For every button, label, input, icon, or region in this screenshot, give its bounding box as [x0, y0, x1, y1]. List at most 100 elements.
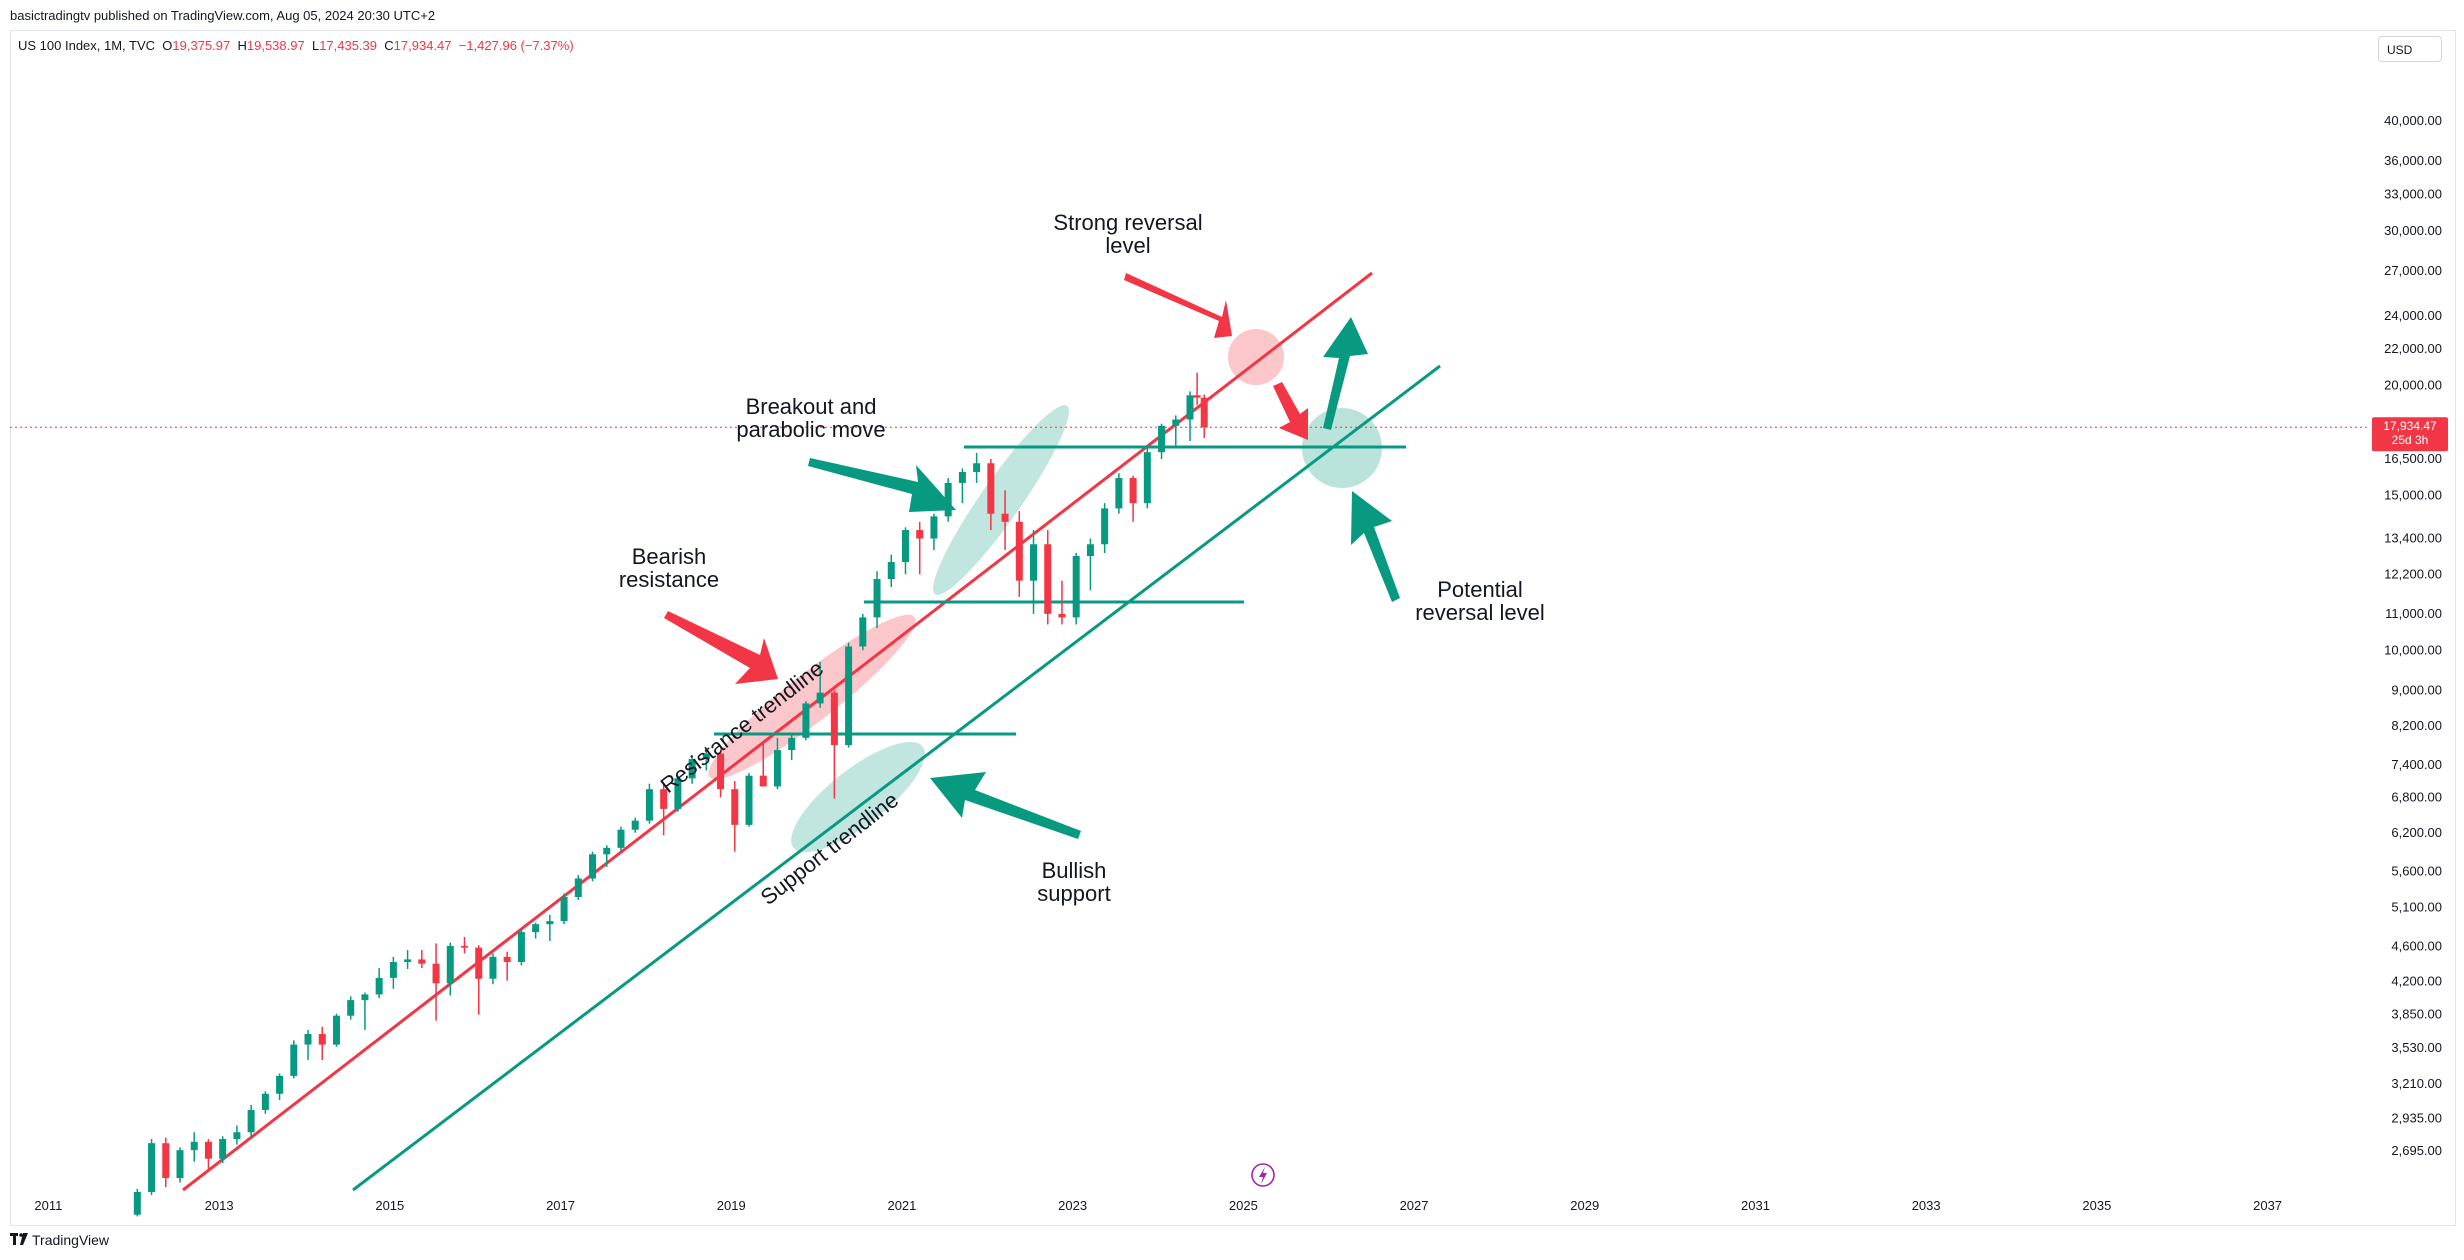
candle-body[interactable] [133, 1191, 141, 1215]
candle-body[interactable] [247, 1109, 255, 1133]
candle-body[interactable] [589, 854, 597, 879]
candle-body[interactable] [944, 482, 952, 517]
candle-body[interactable] [873, 579, 881, 618]
candle-body[interactable] [204, 1141, 212, 1159]
candle-body[interactable] [489, 956, 497, 979]
currency-selector[interactable]: USD [2378, 36, 2442, 62]
candle-body[interactable] [717, 753, 725, 790]
candle-body[interactable] [1193, 395, 1201, 398]
candle-body[interactable] [332, 1015, 340, 1045]
symbol-info[interactable]: US 100 Index, 1M, TVC [18, 38, 156, 53]
arrow-bearish-resistance[interactable] [664, 611, 778, 684]
resistance-highlight-ellipse[interactable] [695, 598, 929, 796]
candle-body[interactable] [887, 562, 895, 580]
time-tick-label: 2019 [717, 1198, 746, 1213]
candle-body[interactable] [1086, 544, 1094, 557]
support-trendline[interactable] [352, 364, 1441, 1192]
candle-body[interactable] [930, 516, 938, 539]
arrow-breakout[interactable] [808, 458, 956, 512]
breakout-highlight-ellipse[interactable] [919, 394, 1084, 605]
candle-body[interactable] [631, 820, 639, 830]
candle-body[interactable] [1001, 513, 1009, 522]
footer-brand[interactable]: TradingView [32, 1232, 110, 1248]
arrow-down-small[interactable] [1273, 382, 1308, 440]
arrow-potential-reversal[interactable] [1351, 491, 1400, 602]
candle-body[interactable] [190, 1141, 198, 1151]
candle-body[interactable] [859, 617, 867, 647]
candle-body[interactable] [845, 646, 853, 746]
candle-body[interactable] [375, 977, 383, 995]
candle-body[interactable] [461, 945, 469, 948]
candle-body[interactable] [830, 692, 838, 746]
candle-body[interactable] [645, 789, 653, 821]
strong-reversal-circle[interactable] [1228, 329, 1284, 385]
candle-body[interactable] [816, 692, 824, 704]
candle-body[interactable] [304, 1034, 312, 1045]
candle-body[interactable] [745, 775, 753, 825]
candle-body[interactable] [1143, 452, 1151, 504]
candle-body[interactable] [1030, 544, 1038, 581]
candle-body[interactable] [603, 847, 611, 855]
arrow-bullish-support[interactable] [930, 772, 1081, 839]
candle-body[interactable] [347, 1000, 355, 1016]
candle-body[interactable] [617, 829, 625, 848]
arrow-up-target[interactable] [1323, 317, 1368, 430]
candle-body[interactable] [290, 1044, 298, 1076]
candle-body[interactable] [731, 789, 739, 825]
candle-body[interactable] [503, 956, 511, 962]
time-axis[interactable]: 2011 2013 2015 2017 2019 2021 2023 2025 2027 2029… [34, 1198, 2282, 1213]
candle-body[interactable] [802, 703, 810, 738]
candle-body[interactable] [475, 947, 483, 979]
candle-body[interactable] [176, 1150, 184, 1179]
candle-body[interactable] [1186, 395, 1194, 420]
tradingview-logo-icon[interactable] [10, 1232, 28, 1248]
candle-body[interactable] [1200, 397, 1208, 428]
candle-body[interactable] [1158, 425, 1166, 453]
support-highlight-ellipse[interactable] [776, 724, 940, 869]
lightning-button[interactable] [1251, 1163, 1275, 1187]
candle-body[interactable] [546, 921, 554, 925]
candle-body[interactable] [1015, 521, 1023, 581]
candle-body[interactable] [958, 472, 966, 483]
candle-body[interactable] [987, 463, 995, 514]
candle-body[interactable] [759, 775, 767, 787]
candle-body[interactable] [276, 1075, 284, 1094]
arrow-strong-reversal[interactable] [1124, 273, 1232, 338]
candle-body[interactable] [418, 959, 426, 964]
candle-body[interactable] [560, 897, 568, 922]
price-axis[interactable]: 40,000.00 36,000.00 33,000.00 30,000.00 27,0… [2384, 113, 2442, 1158]
candle-body[interactable] [233, 1132, 241, 1140]
candle-body[interactable] [674, 778, 682, 809]
candle-body[interactable] [404, 959, 412, 962]
candle-body[interactable] [261, 1093, 269, 1110]
candle-body[interactable] [1129, 478, 1137, 504]
candle-body[interactable] [773, 750, 781, 787]
candle-body[interactable] [688, 759, 696, 779]
candle-body[interactable] [916, 530, 924, 539]
candle-body[interactable] [148, 1143, 156, 1192]
candle-body[interactable] [446, 945, 454, 984]
candle-body[interactable] [1115, 478, 1123, 509]
candle-body[interactable] [1044, 544, 1052, 614]
candle-body[interactable] [432, 963, 440, 984]
candle-body[interactable] [702, 753, 710, 760]
candle-body[interactable] [517, 932, 525, 962]
footer: TradingView [10, 1232, 109, 1248]
candle-body[interactable] [162, 1143, 170, 1179]
candle-body[interactable] [1172, 419, 1180, 426]
candle-body[interactable] [532, 924, 540, 933]
candle-body[interactable] [1072, 556, 1080, 618]
candle-body[interactable] [389, 961, 397, 978]
candle-body[interactable] [318, 1034, 326, 1045]
candle-body[interactable] [574, 878, 582, 898]
candle-body[interactable] [1058, 613, 1066, 618]
chart-frame[interactable] [10, 30, 2456, 1226]
candle-body[interactable] [788, 737, 796, 751]
candle-body[interactable] [660, 789, 668, 809]
candle-body[interactable] [973, 463, 981, 473]
candle-body[interactable] [219, 1139, 227, 1159]
candle-body[interactable] [361, 994, 369, 1001]
candle-body[interactable] [901, 530, 909, 563]
candle-body[interactable] [1101, 508, 1109, 545]
